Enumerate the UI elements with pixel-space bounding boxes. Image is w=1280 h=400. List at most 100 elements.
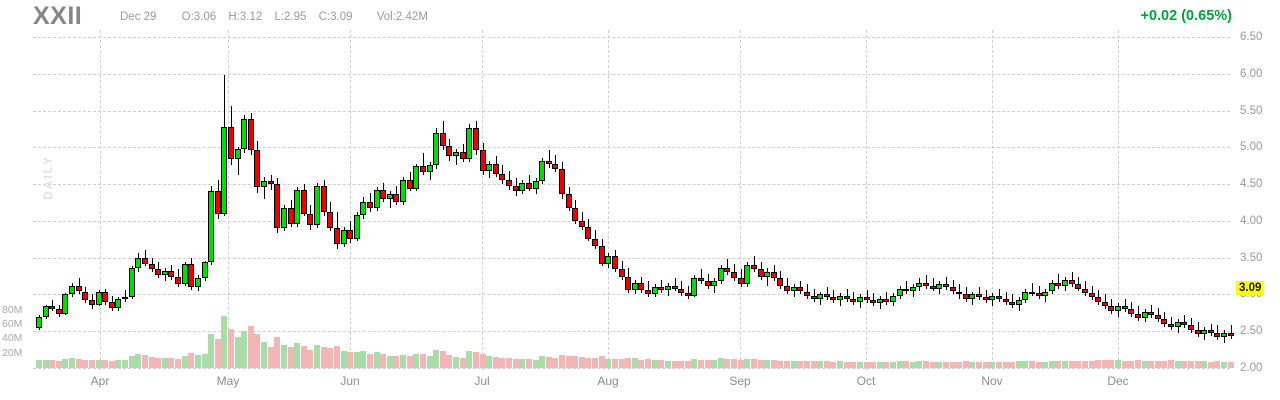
candle-wick (1157, 307, 1159, 323)
volume-bar (1134, 360, 1141, 368)
month-tick-label: Dec (1107, 374, 1129, 388)
volume-bar (578, 356, 585, 368)
volume-bar (1055, 360, 1062, 368)
quote-open: O:3.06 (181, 11, 217, 23)
candle-wick (753, 256, 755, 273)
candle-body (1108, 306, 1115, 311)
month-tick-label: Nov (981, 374, 1003, 388)
candle-body (572, 207, 579, 221)
candle-body (956, 291, 963, 295)
candle-body (42, 306, 49, 317)
chart-header: XXII Dec 29 O:3.06 H:3.12 L:2.95 C:3.09 … (0, 0, 1280, 30)
volume-bar (1201, 361, 1208, 368)
volume-bar (234, 336, 241, 368)
volume-bar (1181, 361, 1188, 368)
candle-body (168, 270, 175, 277)
volume-bar (1062, 361, 1069, 368)
volume-bar (168, 358, 175, 368)
gridline-vertical (228, 30, 229, 370)
gridline-horizontal (33, 110, 1230, 112)
candle-body (512, 185, 519, 192)
volume-bar (982, 362, 989, 368)
candle-body (327, 212, 334, 229)
candle-body (1154, 315, 1161, 320)
volume-bar (1108, 359, 1115, 368)
candle-body (247, 119, 254, 151)
volume-bar (1227, 362, 1234, 368)
volume-bar (88, 360, 95, 368)
volume-bar (512, 358, 519, 368)
candle-wick (998, 288, 1000, 302)
candle-body (88, 300, 95, 305)
volume-bar (241, 331, 248, 368)
volume-bar (327, 348, 334, 368)
candle-body (691, 278, 698, 296)
volume-bar (1168, 360, 1175, 368)
volume-bar (850, 361, 857, 368)
volume-bar (565, 355, 572, 368)
candle-body (817, 294, 824, 299)
ticker-symbol[interactable]: XXII (33, 2, 83, 30)
candle-body (314, 185, 321, 226)
candle-body (664, 285, 671, 291)
month-tick-label: Sep (729, 374, 751, 388)
candle-body (558, 169, 565, 195)
price-tick-label: 5.50 (1240, 104, 1263, 117)
volume-bar (201, 354, 208, 368)
volume-bar (651, 359, 658, 368)
candle-wick (125, 290, 127, 302)
volume-bar (380, 354, 387, 368)
candle-body (962, 294, 969, 299)
volume-bar (724, 358, 731, 368)
plot-area[interactable]: DAILY (33, 30, 1234, 370)
volume-bar (645, 359, 652, 368)
volume-bar (658, 360, 665, 368)
candle-body (1088, 292, 1095, 298)
volume-bar (810, 361, 817, 368)
volume-tick-label: 80M (2, 304, 23, 316)
volume-bar (102, 360, 109, 368)
volume-bar (69, 358, 76, 368)
candle-wick (389, 191, 391, 208)
candle-body (340, 229, 347, 245)
candle-body (307, 213, 314, 226)
volume-bar (287, 347, 294, 368)
candle-body (300, 189, 307, 214)
candle-body (1042, 291, 1049, 296)
volume-bar (208, 334, 215, 368)
candle-body (731, 272, 738, 279)
candle-body (453, 151, 460, 157)
volume-bar (479, 353, 486, 368)
candle-body (1141, 312, 1148, 318)
candle-body (889, 295, 896, 302)
candle-body (1214, 332, 1221, 338)
candle-body (161, 270, 168, 276)
candle-body (638, 282, 645, 291)
volume-bar (181, 356, 188, 368)
candle-body (1081, 288, 1088, 293)
volume-bar (843, 362, 850, 368)
quote-volume: Vol:2.42M (376, 11, 428, 23)
candle-body (1009, 301, 1016, 305)
volume-bar (1048, 360, 1055, 368)
volume-bar (949, 362, 956, 368)
candle-wick (661, 279, 663, 293)
volume-bar (962, 361, 969, 368)
candle-body (115, 298, 122, 308)
volume-bar (333, 345, 340, 368)
candle-body (969, 294, 976, 299)
candle-body (625, 276, 632, 291)
candle-body (135, 257, 142, 268)
volume-bar (737, 359, 744, 368)
candle-wick (833, 290, 835, 304)
candle-body (49, 306, 56, 310)
candle-body (55, 309, 62, 314)
candle-body (923, 282, 930, 286)
volume-bar (1161, 360, 1168, 368)
candle-wick (945, 276, 947, 291)
candle-wick (1171, 316, 1173, 330)
candle-wick (707, 273, 709, 289)
volume-bar (1154, 360, 1161, 368)
candle-body (552, 163, 559, 170)
candle-body (592, 238, 599, 246)
